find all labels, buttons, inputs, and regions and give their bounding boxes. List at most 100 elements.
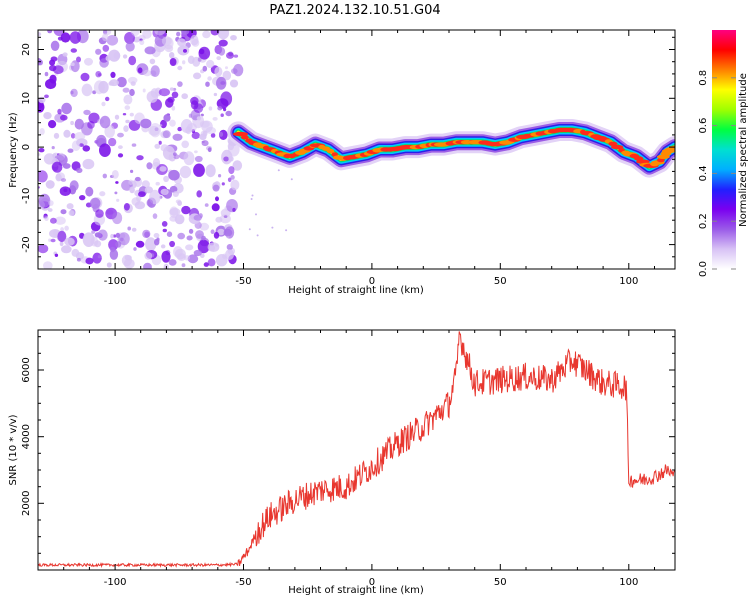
x-tick-label: -100 xyxy=(104,577,127,588)
x-tick-label: -100 xyxy=(104,276,127,287)
noise-speckle xyxy=(169,206,179,218)
noise-speckle xyxy=(155,181,160,186)
noise-speckle xyxy=(193,103,204,113)
noise-speckle xyxy=(150,65,160,77)
ridge-hotspot xyxy=(240,135,249,140)
noise-speckle xyxy=(57,230,67,243)
noise-speckle xyxy=(181,205,191,215)
noise-speckle xyxy=(183,151,195,166)
noise-speckle xyxy=(60,178,67,182)
colorbar-tick-label: 0.8 xyxy=(698,70,709,86)
noise-speckle xyxy=(169,240,176,248)
noise-speckle xyxy=(159,166,167,172)
noise-speckle xyxy=(134,201,146,210)
noise-speckle xyxy=(188,228,194,234)
noise-speckle xyxy=(51,146,55,150)
noise-speckle xyxy=(54,253,59,257)
noise-speckle xyxy=(60,227,64,232)
noise-speckle xyxy=(183,255,191,261)
noise-speckle xyxy=(225,249,235,260)
noise-speckle xyxy=(131,227,137,232)
noise-speckle xyxy=(226,199,238,213)
noise-speckle xyxy=(176,31,181,37)
noise-speckle xyxy=(208,244,216,251)
noise-speckle xyxy=(99,115,111,129)
noise-speckle xyxy=(146,199,154,207)
noise-speckle xyxy=(172,191,179,197)
noise-speckle xyxy=(133,247,137,251)
noise-speckle xyxy=(248,228,251,231)
noise-speckle xyxy=(174,214,185,225)
noise-speckle xyxy=(97,255,102,259)
noise-speckle xyxy=(67,148,74,153)
noise-speckle xyxy=(138,191,146,198)
noise-speckle xyxy=(162,130,171,139)
noise-speckle xyxy=(87,121,95,129)
noise-speckle xyxy=(63,188,68,192)
noise-speckle xyxy=(216,76,227,90)
noise-speckle xyxy=(108,81,115,86)
noise-speckle xyxy=(99,143,111,157)
noise-speckle xyxy=(60,32,71,43)
noise-speckle xyxy=(227,177,232,183)
noise-speckle xyxy=(142,229,151,239)
noise-speckle xyxy=(250,198,253,200)
noise-speckle xyxy=(169,119,176,127)
noise-speckle xyxy=(169,87,174,91)
noise-speckle xyxy=(285,229,288,232)
noise-speckle xyxy=(85,186,94,197)
noise-speckle xyxy=(193,214,202,221)
noise-speckle xyxy=(166,231,173,237)
noise-speckle xyxy=(184,36,190,41)
noise-speckle xyxy=(153,233,160,238)
noise-speckle xyxy=(91,230,96,234)
noise-speckle xyxy=(219,214,231,224)
noise-speckle xyxy=(60,114,68,121)
noise-speckle xyxy=(70,60,80,73)
noise-speckle xyxy=(118,232,130,246)
noise-speckle xyxy=(143,262,152,269)
noise-speckle xyxy=(57,108,62,115)
noise-speckle xyxy=(94,232,102,238)
noise-speckle xyxy=(162,228,167,233)
noise-speckle xyxy=(108,137,117,147)
noise-speckle xyxy=(117,153,124,158)
noise-speckle xyxy=(223,228,233,237)
noise-speckle xyxy=(122,54,128,59)
noise-speckle xyxy=(99,191,106,197)
noise-speckle xyxy=(102,33,109,42)
noise-speckle xyxy=(195,230,204,239)
noise-speckle xyxy=(251,194,254,197)
noise-speckle xyxy=(66,203,74,210)
noise-speckle xyxy=(163,175,170,183)
noise-speckle xyxy=(226,244,233,251)
noise-speckle xyxy=(55,173,62,182)
noise-speckle xyxy=(207,147,212,153)
noise-speckle xyxy=(85,257,94,265)
noise-speckle xyxy=(193,163,205,177)
noise-speckle xyxy=(38,96,46,104)
noise-speckle xyxy=(70,90,74,95)
colorbar-ticks: 0.0 0.2 0.4 0.6 0.8 xyxy=(698,70,736,277)
noise-speckle xyxy=(177,232,185,240)
noise-speckle xyxy=(181,93,188,100)
noise-speckle xyxy=(194,155,203,163)
colorbar-tick-label: 0.0 xyxy=(698,261,709,277)
noise-speckle xyxy=(60,209,67,215)
noise-speckle xyxy=(88,112,100,124)
noise-speckle xyxy=(152,213,158,219)
snr-series-line xyxy=(38,331,675,569)
noise-speckle xyxy=(124,32,135,44)
noise-speckle xyxy=(220,113,224,117)
noise-speckle xyxy=(225,110,232,117)
noise-speckle xyxy=(169,58,177,66)
noise-speckle xyxy=(193,249,202,257)
noise-speckle xyxy=(50,217,57,224)
noise-speckle xyxy=(271,226,274,229)
noise-speckle xyxy=(154,30,166,36)
noise-speckle xyxy=(160,244,166,249)
noise-speckle xyxy=(122,87,130,93)
noise-speckle xyxy=(64,225,69,231)
noise-speckle xyxy=(71,140,81,151)
noise-speckle xyxy=(227,141,240,157)
